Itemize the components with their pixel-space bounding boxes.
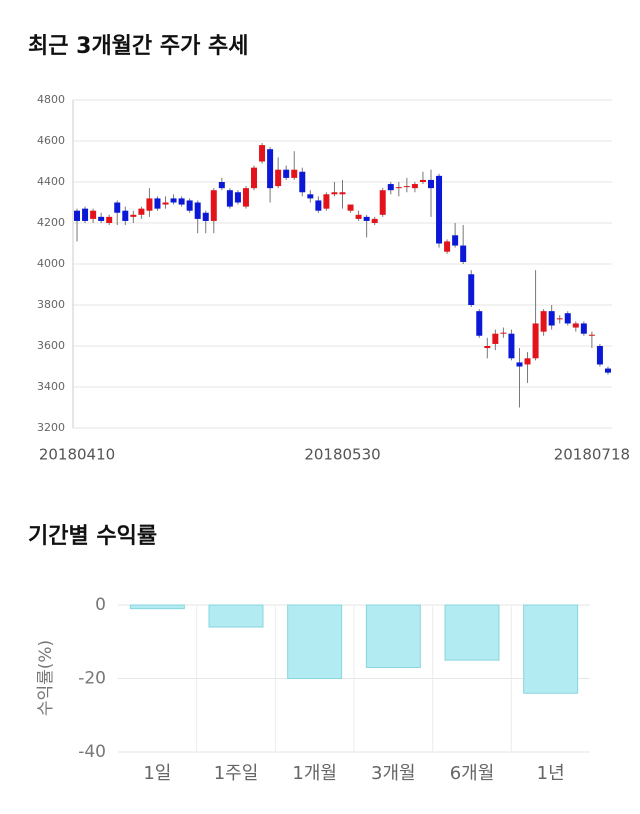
- candle-body: [436, 175, 443, 244]
- candle-body: [395, 187, 402, 189]
- x-tick-label: 1주일: [214, 763, 259, 784]
- candle-body: [106, 216, 113, 223]
- candle-body: [580, 323, 587, 334]
- candle-body: [170, 198, 177, 203]
- candle-body: [508, 333, 515, 359]
- candle-body: [267, 149, 274, 189]
- candle-body: [74, 210, 81, 221]
- candle-body: [460, 245, 467, 262]
- y-tick-label: 3200: [37, 421, 65, 434]
- candle-body: [210, 190, 217, 221]
- y-tick-label: 4600: [37, 134, 65, 147]
- candle-body: [532, 323, 539, 359]
- x-tick-label: 20180718: [554, 446, 630, 464]
- x-tick-label: 1일: [143, 763, 171, 784]
- chart-title: 기간별 수익률: [28, 524, 157, 549]
- candle-body: [146, 198, 153, 211]
- candle-body: [259, 145, 266, 162]
- candle-body: [604, 368, 611, 373]
- x-tick-label: 20180410: [39, 446, 115, 464]
- candle-body: [484, 346, 491, 349]
- candle-body: [548, 311, 555, 326]
- y-tick-label: 3400: [37, 380, 65, 393]
- candle-body: [540, 311, 547, 332]
- candle-body: [307, 194, 314, 199]
- candle-body: [114, 202, 121, 213]
- candle-body: [492, 333, 499, 344]
- y-tick-label: -20: [78, 669, 106, 689]
- candle-body: [90, 210, 97, 219]
- candle-body: [516, 362, 523, 367]
- candle-body: [444, 241, 451, 252]
- candle-body: [323, 194, 330, 209]
- candle-body: [556, 318, 563, 320]
- candle-body: [371, 218, 378, 223]
- bar: [365, 604, 421, 668]
- candle-body: [411, 184, 418, 189]
- candle-body: [572, 323, 579, 328]
- candle-body: [202, 212, 209, 221]
- candle-body: [427, 179, 434, 189]
- x-tick-label: 20180530: [304, 446, 380, 464]
- candle-body: [162, 202, 169, 205]
- candle-body: [355, 214, 362, 219]
- candle-body: [82, 208, 89, 221]
- bar: [208, 604, 264, 628]
- x-tick-label: 1개월: [292, 763, 337, 784]
- y-tick-label: 0: [95, 595, 106, 615]
- candle-body: [500, 332, 507, 334]
- candle-body: [242, 188, 249, 207]
- bar: [129, 604, 185, 610]
- candle-body: [339, 192, 346, 195]
- y-tick-label: 3800: [37, 298, 65, 311]
- candle-body: [122, 210, 129, 221]
- candle-body: [588, 334, 595, 336]
- candle-body: [363, 216, 370, 221]
- candle-body: [186, 200, 193, 211]
- candle-body: [178, 198, 185, 205]
- candle-body: [251, 167, 258, 189]
- candle-body: [130, 214, 137, 217]
- y-axis-label: 수익률(%): [36, 640, 56, 716]
- y-tick-label: 4200: [37, 216, 65, 229]
- candle-body: [524, 358, 531, 365]
- x-tick-label: 6개월: [450, 763, 495, 784]
- candle-body: [596, 346, 603, 365]
- x-tick-label: 3개월: [371, 763, 416, 784]
- candle-body: [218, 182, 225, 189]
- candle-body: [468, 274, 475, 305]
- candle-body: [387, 184, 394, 191]
- candle-body: [347, 204, 354, 211]
- y-tick-label: 3600: [37, 339, 65, 352]
- candle-body: [403, 186, 410, 188]
- y-tick-label: 4400: [37, 175, 65, 188]
- candle-body: [291, 169, 298, 178]
- candle-body: [419, 179, 426, 182]
- y-tick-label: 4000: [37, 257, 65, 270]
- candle-body: [194, 202, 201, 219]
- candle-body: [234, 192, 241, 203]
- candle-body: [476, 311, 483, 336]
- candle-body: [226, 190, 233, 207]
- candle-body: [564, 313, 571, 324]
- candle-body: [154, 198, 161, 209]
- bar: [287, 604, 343, 679]
- y-tick-label: -40: [78, 742, 106, 762]
- candle-body: [98, 216, 105, 221]
- candle-body: [283, 169, 290, 178]
- x-tick-label: 1년: [537, 763, 565, 784]
- candle-body: [299, 171, 306, 193]
- chart-title: 최근 3개월간 주가 추세: [28, 34, 248, 59]
- candle-body: [315, 200, 322, 211]
- bar: [523, 604, 579, 694]
- candle-body: [138, 208, 145, 215]
- candle-body: [379, 190, 386, 215]
- candle-body: [452, 235, 459, 246]
- candle-body: [275, 169, 282, 187]
- y-tick-label: 4800: [37, 93, 65, 106]
- bar: [444, 604, 500, 661]
- candle-body: [331, 192, 338, 195]
